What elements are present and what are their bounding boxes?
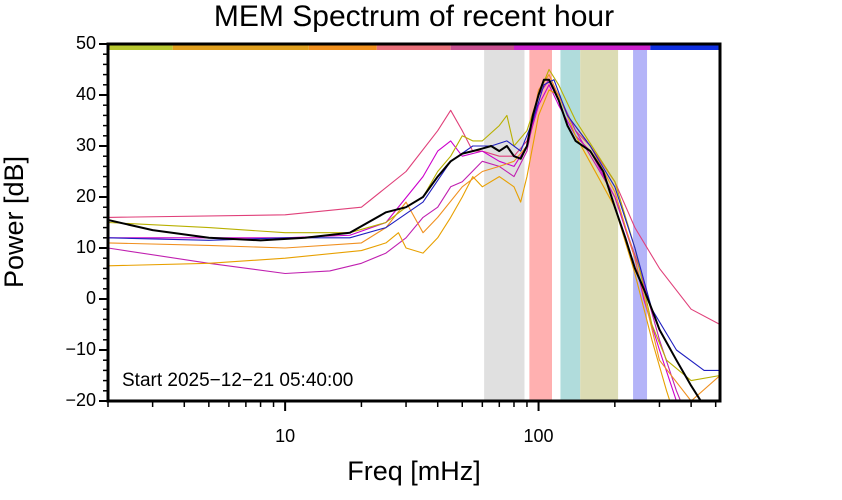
top-bar-segment: [650, 45, 720, 50]
series-line: [108, 74, 720, 401]
top-bar-segment: [450, 45, 514, 50]
y-tick-label: 0: [86, 288, 96, 308]
annotation: Start 2025−12−21 05:40:00: [122, 370, 353, 391]
series-line: [108, 68, 720, 382]
y-tick-label: 50: [76, 33, 96, 53]
band: [560, 44, 581, 401]
band: [580, 44, 619, 401]
y-tick-label: 40: [76, 84, 96, 104]
y-axis-label: Power [dB]: [0, 156, 29, 288]
y-tick-label: −10: [65, 339, 96, 359]
band: [529, 44, 553, 401]
plot-frame: [106, 42, 722, 403]
y-tick-label: 30: [76, 135, 96, 155]
plot-area: [108, 44, 720, 401]
band: [484, 44, 525, 401]
top-bar-segment: [513, 45, 651, 50]
y-tick-label: −20: [65, 390, 96, 410]
top-bar-segment: [308, 45, 377, 50]
band: [633, 44, 648, 401]
series-line: [108, 78, 703, 401]
chart-title: MEM Spectrum of recent hour: [214, 0, 614, 33]
series-line: [108, 79, 720, 371]
top-bar-segment: [376, 45, 451, 50]
top-bar-segment: [108, 45, 173, 50]
x-axis-label: Freq [mHz]: [347, 456, 481, 486]
series-line: [108, 79, 720, 325]
x-tick-label: 100: [524, 426, 554, 446]
y-tick-label: 10: [76, 237, 96, 257]
y-tick-label: 20: [76, 186, 96, 206]
series-line: [108, 79, 682, 401]
series-line: [108, 89, 671, 401]
x-tick-label: 10: [275, 426, 295, 446]
top-bar-segment: [172, 45, 309, 50]
